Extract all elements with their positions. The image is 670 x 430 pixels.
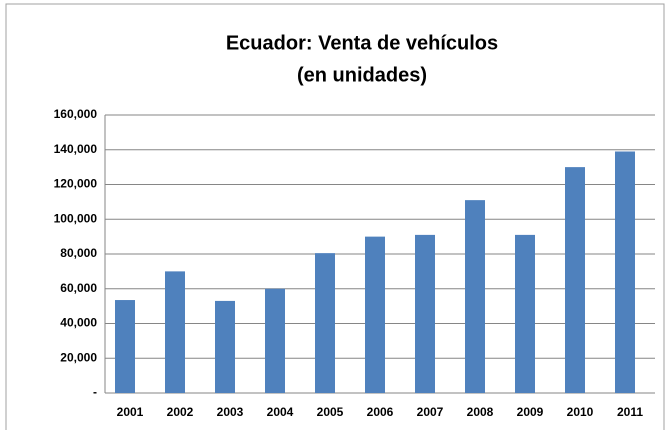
bar	[565, 167, 585, 393]
x-tick-label: 2002	[167, 405, 194, 419]
bar	[415, 234, 435, 393]
bar	[215, 300, 235, 393]
y-tick-label: 40,000	[60, 316, 97, 330]
x-tick-label: 2006	[367, 405, 394, 419]
bar	[515, 234, 535, 393]
bar	[615, 151, 635, 393]
bar	[465, 200, 485, 393]
x-tick-label: 2009	[517, 405, 544, 419]
y-tick-label: -	[93, 385, 97, 399]
chart-subtitle: (en unidades)	[297, 64, 427, 86]
x-tick-label: 2011	[617, 405, 643, 419]
chart-title: Ecuador: Venta de vehículos	[226, 32, 498, 54]
x-tick-label: 2001	[117, 405, 144, 419]
bar	[165, 271, 185, 393]
y-tick-label: 80,000	[60, 246, 97, 260]
y-tick-label: 160,000	[54, 107, 98, 121]
bar	[265, 288, 285, 393]
y-tick-label: 20,000	[60, 350, 97, 364]
x-tick-label: 2007	[417, 405, 444, 419]
y-tick-label: 60,000	[60, 281, 97, 295]
bar	[365, 236, 385, 393]
x-tick-label: 2008	[467, 405, 494, 419]
y-tick-label: 140,000	[54, 142, 98, 156]
x-tick-label: 2003	[217, 405, 244, 419]
bar	[315, 253, 335, 393]
x-tick-label: 2005	[317, 405, 344, 419]
y-tick-label: 100,000	[54, 211, 98, 225]
bar	[115, 300, 135, 393]
y-tick-label: 120,000	[54, 177, 98, 191]
x-tick-label: 2004	[267, 405, 294, 419]
x-tick-label: 2010	[567, 405, 594, 419]
